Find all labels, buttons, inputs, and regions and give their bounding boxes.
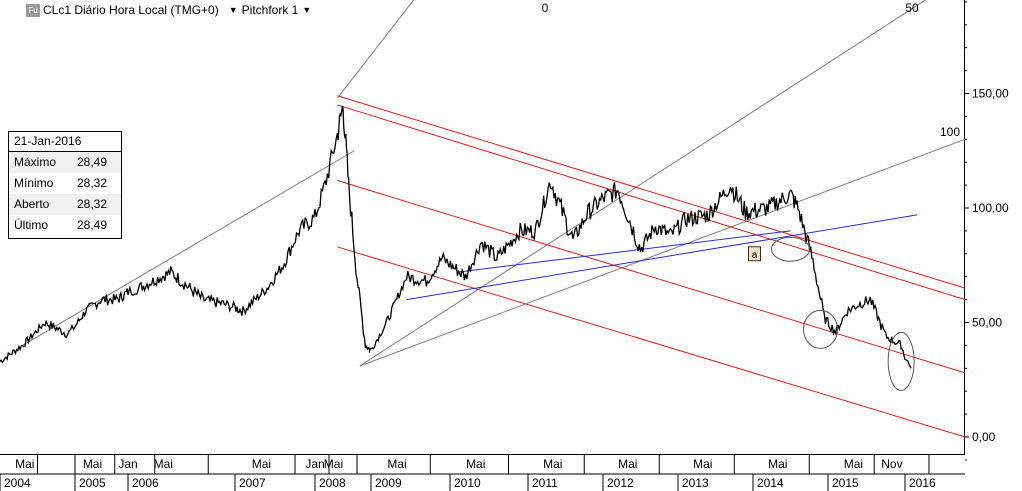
fan-line [22,150,355,346]
symbol-label[interactable]: CLc1 Diário Hora Local (TMG+0) [43,3,219,17]
row-label: Mínimo [14,176,54,190]
x-year-label: 2009 [375,476,402,490]
x-month-label: Mai [543,457,562,471]
x-month-label: Jan [305,457,324,471]
chart-header: Fu CLc1 Diário Hora Local (TMG+0) ▼ Pitc… [26,2,315,18]
y-tick-label: 0,00 [972,430,996,444]
x-month-label: Mai [324,457,343,471]
trend-line [457,230,791,273]
x-month-label: Nov [881,457,902,471]
x-year-label: 2004 [4,476,31,490]
x-month-label: Mai [387,457,406,471]
x-year-label: 2015 [832,476,859,490]
x-year-label: 2006 [132,476,159,490]
fan-line [359,138,966,367]
annotation-ellipse [771,236,810,262]
pitchfork-line [337,95,966,289]
pitchfork-line [337,104,966,301]
symbol-dropdown-icon[interactable]: ▼ [228,5,238,15]
y-tick-label: 50,00 [972,316,1002,330]
data-window-row: Último 28,49 [9,215,121,236]
price-series-line [0,105,912,369]
x-year-label: 2008 [319,476,346,490]
y-tick-label: 100,00 [972,201,1009,215]
pitchfork-line [337,180,966,374]
marker-label: a [752,250,758,261]
row-label: Aberto [14,197,50,211]
x-year-label: 2013 [682,476,709,490]
row-value: 28,32 [77,197,108,211]
row-label: Último [14,218,49,232]
row-label: Máximo [14,155,57,169]
fan-line [359,0,927,367]
x-month-label: Mai [15,457,34,471]
data-window-row: Máximo 28,49 [9,152,121,173]
data-window-date: 21-Jan-2016 [9,132,121,152]
x-month-label: Mai [466,457,485,471]
data-window-row: Mínimo 28,32 [9,173,121,194]
annotation-ellipse [803,309,838,349]
x-year-label: 2012 [607,476,634,490]
fib-label-0: 0 [542,1,549,15]
fib-label-100: 100 [940,125,960,139]
row-value: 28,49 [77,218,108,232]
x-month-label: Mai [693,457,712,471]
x-year-label: 2010 [454,476,481,490]
tool-dropdown-icon[interactable]: ▼ [302,5,312,15]
x-month-label: Mai [252,457,271,471]
x-month-label: Jan [118,457,137,471]
x-year-label: 2007 [239,476,266,490]
row-value: 28,32 [77,176,108,190]
symbol-badge[interactable]: Fu [26,3,40,17]
x-year-label: 2011 [532,476,558,490]
x-month-label: Mai [844,457,863,471]
x-month-label: Mai [618,457,637,471]
x-year-label: 2014 [757,476,784,490]
annotation-ellipse [887,331,915,391]
x-year-label: 2005 [79,476,106,490]
fan-line [337,0,415,99]
trend-line [406,214,918,301]
tool-label[interactable]: Pitchfork 1 [241,3,299,17]
x-month-label: Mai [768,457,787,471]
y-tick-label: 150,00 [972,87,1009,101]
row-value: 28,49 [77,155,108,169]
plot-frame [0,0,965,455]
marker-box [748,246,761,262]
x-month-label: Mai [83,457,102,471]
x-month-label: Mai [154,457,173,471]
fib-label-50: 50 [905,1,919,15]
data-window-row: Aberto 28,32 [9,194,121,215]
x-year-label: 2016 [909,476,936,490]
pitchfork-line [337,246,966,438]
data-window: 21-Jan-2016 Máximo 28,49 Mínimo 28,32 Ab… [8,131,122,239]
